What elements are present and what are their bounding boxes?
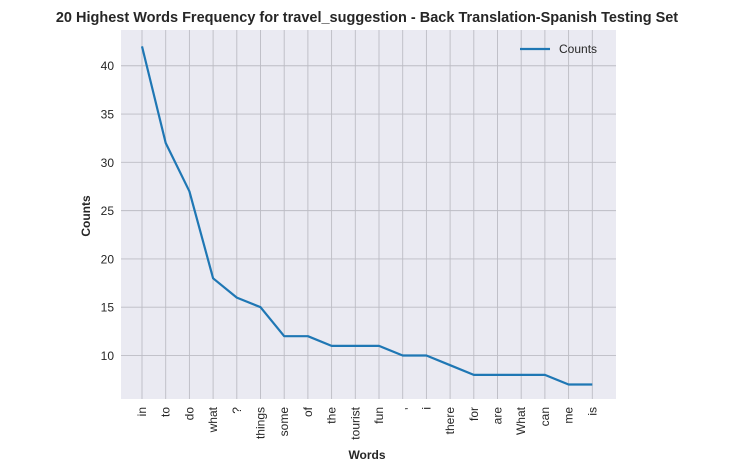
x-tick-label: fun (372, 407, 386, 424)
x-tick-labels: in to do what? things some of the tourist fun, i th… (135, 406, 599, 439)
x-tick-label: tourist (348, 406, 362, 439)
x-tick-label: for (467, 407, 481, 421)
x-tick-label: in (135, 407, 149, 416)
x-tick-label: me (562, 407, 576, 424)
x-tick-label: the (325, 407, 339, 424)
x-tick-label: is (585, 407, 599, 416)
y-axis-label: Counts (79, 195, 93, 237)
x-tick-label: what (206, 406, 220, 433)
x-tick-label: of (301, 406, 315, 417)
x-tick-label: are (491, 407, 505, 425)
x-axis-label: Words (348, 448, 385, 462)
x-tick-label: to (159, 407, 173, 417)
y-tick-label: 30 (101, 156, 115, 170)
y-tick-label: 15 (101, 301, 115, 315)
y-tick-label: 20 (101, 252, 115, 266)
y-tick-label: 10 (101, 349, 115, 363)
y-tick-label: 40 (101, 59, 115, 73)
y-tick-label: 25 (101, 204, 115, 218)
x-tick-label: What (514, 406, 528, 435)
x-tick-label: i (419, 407, 433, 410)
legend-label: Counts (559, 42, 597, 56)
x-tick-label: some (277, 407, 291, 437)
chart-title: 20 Highest Words Frequency for travel_su… (56, 10, 678, 26)
x-tick-label: there (443, 407, 457, 435)
y-tick-label: 35 (101, 108, 115, 122)
x-tick-label: things (254, 407, 268, 439)
y-tick-labels: 10 15 20 25 30 35 40 (101, 59, 115, 363)
x-tick-label: ? (230, 407, 244, 414)
x-tick-label: do (182, 407, 196, 421)
x-tick-label: can (538, 407, 552, 426)
x-tick-label: , (396, 407, 410, 410)
